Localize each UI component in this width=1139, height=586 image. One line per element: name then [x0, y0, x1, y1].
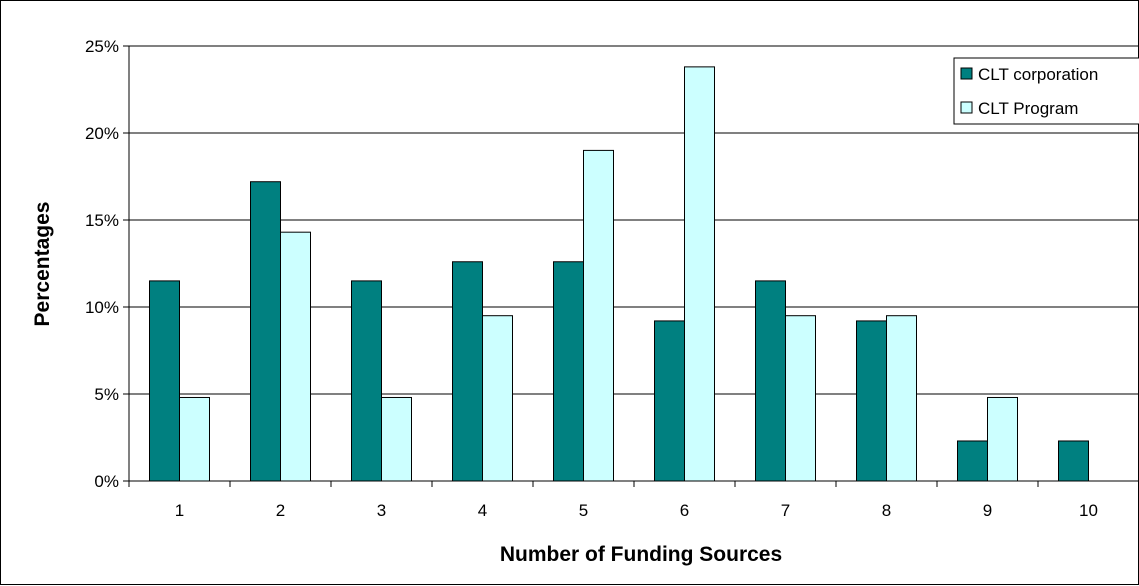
bar-clt-program: [179, 396, 210, 482]
bar-clt-program: [785, 315, 816, 482]
x-tick-label: 2: [276, 501, 285, 520]
bar-clt-corporation: [553, 261, 584, 482]
bar-clt-program: [280, 231, 311, 482]
bar-clt-program: [583, 149, 614, 482]
x-tick-label: 8: [882, 501, 891, 520]
x-tick-label: 4: [478, 501, 487, 520]
x-tick-label: 6: [680, 501, 689, 520]
legend-label-clt-corporation: CLT corporation: [978, 65, 1098, 84]
bar-clt-corporation: [250, 181, 281, 482]
x-axis-title: Number of Funding Sources: [500, 543, 782, 566]
y-tick-label: 20%: [85, 124, 119, 143]
x-tick-label: 10: [1079, 501, 1098, 520]
bar-clt-program: [381, 396, 412, 482]
bars: [149, 66, 1089, 482]
x-tick-label: 7: [781, 501, 790, 520]
y-tick-label: 15%: [85, 211, 119, 230]
x-tick-label: 5: [579, 501, 588, 520]
y-tick-label: 10%: [85, 298, 119, 317]
x-tick-label: 9: [983, 501, 992, 520]
bar-clt-program: [684, 66, 715, 482]
legend-swatch-clt-program: [960, 101, 973, 114]
bar-clt-program: [482, 315, 513, 482]
bar-clt-corporation: [351, 280, 382, 482]
y-axis-title: Percentages: [31, 202, 54, 327]
bar-clt-corporation: [1058, 440, 1089, 482]
bar-clt-program: [886, 315, 917, 482]
bar-clt-corporation: [452, 261, 483, 482]
y-tick-label: 25%: [85, 37, 119, 56]
legend: CLT corporation CLT Program: [953, 57, 1139, 125]
legend-label-clt-program: CLT Program: [978, 99, 1078, 118]
y-tick-label: 0%: [94, 472, 119, 491]
bar-clt-corporation: [957, 440, 988, 482]
legend-box: [953, 57, 1139, 125]
x-tick-label: 3: [377, 501, 386, 520]
y-tick-label: 5%: [94, 385, 119, 404]
x-tick-label: 1: [175, 501, 184, 520]
bar-clt-corporation: [654, 320, 685, 482]
bar-clt-corporation: [856, 320, 887, 482]
bar-clt-corporation: [149, 280, 180, 482]
legend-swatch-clt-corporation: [960, 67, 973, 80]
axes: 0% 5% 10% 15% 20% 25% 1 2 3 4 5 6 7 8 9 10: [85, 37, 1139, 520]
bar-clt-corporation: [755, 280, 786, 482]
bar-clt-program: [987, 396, 1018, 482]
